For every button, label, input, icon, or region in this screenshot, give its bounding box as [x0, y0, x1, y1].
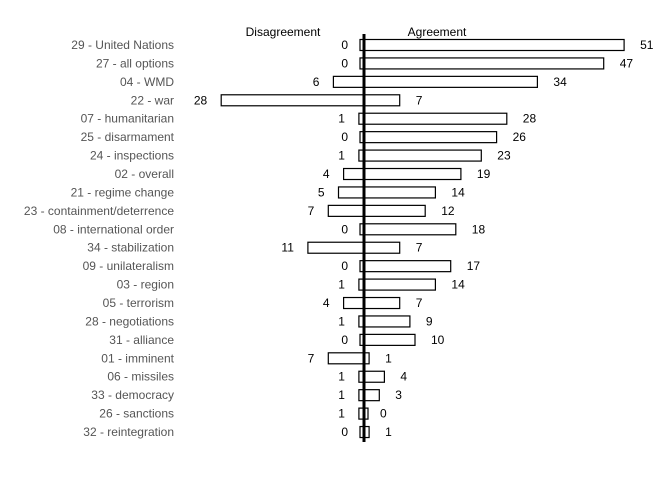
disagreement-bar [220, 94, 365, 107]
agreement-value-label: 7 [416, 241, 423, 255]
agreement-bar [363, 370, 385, 383]
agreement-value-label: 51 [640, 38, 654, 52]
disagreement-value-label: 1 [338, 278, 345, 292]
agreement-value-label: 28 [523, 112, 537, 126]
category-label: 02 - overall [115, 167, 174, 181]
agreement-bar [363, 278, 437, 291]
agreement-bar [363, 167, 462, 181]
agreement-value-label: 47 [620, 56, 634, 70]
category-label: 28 - negotiations [85, 314, 174, 328]
agreement-value-label: 14 [451, 278, 465, 292]
agreement-bar [363, 131, 498, 144]
disagreement-value-label: 5 [318, 185, 325, 199]
disagreement-bar [343, 167, 365, 181]
category-label: 03 - region [117, 278, 174, 292]
agreement-bar [363, 94, 401, 107]
agreement-bar [363, 149, 482, 162]
category-label: 06 - missiles [107, 370, 174, 384]
agreement-bar [363, 260, 452, 273]
agreement-value-label: 9 [426, 314, 433, 328]
agreement-bar [363, 57, 605, 70]
category-label: 22 - war [131, 93, 174, 107]
agreement-value-label: 1 [385, 351, 392, 365]
agreement-value-label: 34 [553, 75, 567, 89]
agreement-value-label: 17 [467, 259, 481, 273]
agreement-value-label: 26 [513, 130, 527, 144]
category-label: 31 - alliance [109, 333, 174, 347]
agreement-value-label: 19 [477, 167, 491, 181]
category-label: 26 - sanctions [99, 407, 174, 421]
agreement-value-label: 3 [395, 388, 402, 402]
disagreement-bar [327, 204, 365, 217]
agreement-bar [363, 186, 437, 199]
category-label: 32 - reintegration [83, 425, 174, 439]
disagreement-value-label: 1 [338, 112, 345, 126]
agreement-bar [363, 112, 508, 125]
agreement-value-label: 0 [380, 407, 387, 421]
disagreement-bar [337, 186, 365, 199]
disagreement-value-label: 0 [341, 222, 348, 236]
disagreement-value-label: 7 [308, 204, 315, 218]
agreement-bar [363, 296, 401, 310]
category-label: 09 - unilateralism [83, 259, 174, 273]
header-agreement: Agreement [408, 25, 467, 39]
disagreement-value-label: 0 [341, 130, 348, 144]
category-label: 34 - stabilization [87, 241, 174, 255]
category-label: 05 - terrorism [103, 296, 174, 310]
agreement-value-label: 7 [416, 93, 423, 107]
disagreement-value-label: 0 [341, 259, 348, 273]
agreement-value-label: 23 [497, 149, 511, 163]
agreement-value-label: 1 [385, 425, 392, 439]
disagreement-value-label: 7 [308, 351, 315, 365]
agreement-value-label: 7 [416, 296, 423, 310]
disagreement-value-label: 1 [338, 149, 345, 163]
agreement-value-label: 10 [431, 333, 445, 347]
disagreement-value-label: 0 [341, 56, 348, 70]
disagreement-bar [332, 75, 365, 88]
category-label: 23 - containment/deterrence [24, 204, 174, 218]
category-label: 01 - imminent [101, 351, 174, 365]
disagreement-value-label: 1 [338, 388, 345, 402]
agreement-bar [363, 223, 457, 236]
category-label: 24 - inspections [90, 149, 174, 163]
disagreement-value-label: 4 [323, 167, 330, 181]
agreement-bar [363, 75, 538, 88]
category-label: 29 - United Nations [71, 38, 174, 52]
disagreement-value-label: 1 [338, 314, 345, 328]
agreement-bar [363, 315, 411, 328]
agreement-value-label: 14 [451, 185, 465, 199]
category-label: 27 - all options [96, 56, 174, 70]
category-label: 33 - democracy [91, 388, 174, 402]
agreement-bar [363, 38, 625, 52]
disagreement-bar [343, 296, 365, 310]
disagreement-value-label: 0 [341, 425, 348, 439]
disagreement-value-label: 1 [338, 407, 345, 421]
category-label: 21 - regime change [71, 185, 175, 199]
disagreement-value-label: 6 [313, 75, 320, 89]
agreement-value-label: 4 [400, 370, 407, 384]
category-label: 07 - humanitarian [81, 112, 174, 126]
agreement-bar [363, 389, 380, 402]
category-label: 25 - disarmament [81, 130, 175, 144]
disagreement-value-label: 0 [341, 38, 348, 52]
disagreement-bar [327, 352, 365, 365]
disagreement-value-label: 0 [341, 333, 348, 347]
disagreement-value-label: 28 [194, 93, 208, 107]
agreement-bar [363, 204, 426, 217]
agreement-value-label: 12 [441, 204, 455, 218]
disagreement-bar [307, 241, 365, 254]
disagreement-value-label: 4 [323, 296, 330, 310]
category-label: 08 - international order [53, 222, 174, 236]
disagreement-value-label: 11 [281, 241, 294, 255]
header-disagreement: Disagreement [246, 25, 321, 39]
category-label: 04 - WMD [120, 75, 174, 89]
agreement-value-label: 18 [472, 222, 486, 236]
agreement-bar [363, 333, 416, 346]
disagreement-value-label: 1 [338, 370, 345, 384]
agreement-bar [363, 241, 401, 254]
